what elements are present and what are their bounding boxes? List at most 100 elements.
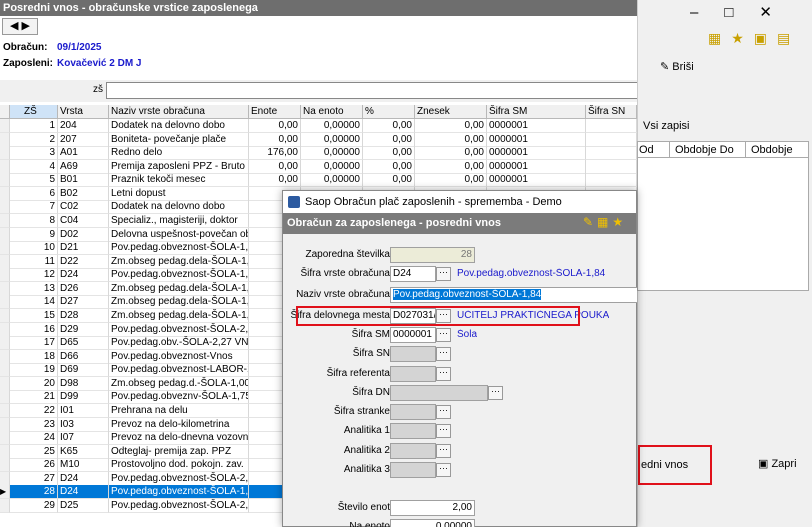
table-cell: D66 xyxy=(58,349,109,364)
field-label: Število enot xyxy=(337,502,390,513)
lookup-button[interactable]: ··· xyxy=(436,309,451,323)
highlight-box xyxy=(296,306,580,326)
lookup-button[interactable]: ··· xyxy=(436,405,451,419)
delete-button[interactable]: ✎ Briši xyxy=(660,61,694,73)
table-cell xyxy=(586,132,637,147)
lookup-button[interactable]: ··· xyxy=(488,386,503,400)
table-cell: M10 xyxy=(58,458,109,473)
table-cell: 8 xyxy=(10,213,58,228)
field-input[interactable]: 2,00 xyxy=(390,500,475,516)
direct-entry-button[interactable]: edni vnos xyxy=(638,445,712,485)
row-indicator xyxy=(0,173,10,188)
field-input[interactable] xyxy=(390,385,488,401)
lookup-button[interactable]: ··· xyxy=(436,367,451,381)
table-cell: 0,00000 xyxy=(301,119,363,133)
field-label: Šifra SM xyxy=(351,329,390,340)
field-label: Šifra stranke xyxy=(333,406,390,417)
toolbar-icons[interactable]: ▦★▣▤ xyxy=(708,30,801,46)
lookup-button[interactable]: ··· xyxy=(436,267,451,281)
table-cell: 0,00 xyxy=(363,173,415,188)
field-input[interactable] xyxy=(390,366,436,382)
table-cell: A01 xyxy=(58,146,109,161)
table-cell: D29 xyxy=(58,322,109,337)
app-icon xyxy=(288,196,300,208)
field-label: Šifra SN xyxy=(352,348,390,359)
row-indicator xyxy=(0,336,10,351)
column-header[interactable]: Naziv vrste obračuna xyxy=(109,105,249,119)
nav-buttons[interactable]: ◀ ▶ xyxy=(2,18,38,35)
table-cell: 0,00 xyxy=(249,159,301,174)
table-cell: Pov.pedag.obveznost-ŠOLA-1,84 xyxy=(109,268,249,283)
table-cell: 12 xyxy=(10,268,58,283)
field-input[interactable] xyxy=(390,423,436,439)
lookup-button[interactable]: ··· xyxy=(436,424,451,438)
lookup-button[interactable]: ··· xyxy=(436,328,451,342)
table-cell: D27 xyxy=(58,295,109,310)
row-indicator xyxy=(0,444,10,459)
table-cell: 0000001 xyxy=(487,146,586,161)
table-cell: 22 xyxy=(10,403,58,418)
column-header[interactable]: Vrsta xyxy=(58,105,109,119)
table-cell: D24 xyxy=(58,268,109,283)
field-description: Pov.pedag.obveznost-ŠOLA-1,84 xyxy=(457,268,606,279)
filter-input[interactable] xyxy=(106,82,646,99)
table-cell: D26 xyxy=(58,281,109,296)
row-indicator xyxy=(0,159,10,174)
field-label: Zaporedna številka xyxy=(305,249,391,260)
table-cell: 0000001 xyxy=(487,119,586,133)
field-input[interactable]: 28 xyxy=(390,247,475,263)
field-input[interactable] xyxy=(390,462,436,478)
table-cell: D24 xyxy=(58,471,109,486)
table-cell: 207 xyxy=(58,132,109,147)
column-header[interactable]: Na enoto xyxy=(301,105,363,119)
table-cell: A69 xyxy=(58,159,109,174)
table-cell: C02 xyxy=(58,200,109,215)
window-controls[interactable]: –□✕ xyxy=(690,4,798,21)
column-header[interactable]: Šifra SM xyxy=(487,105,586,119)
field-input[interactable]: Pov.pedag.obveznost-ŠOLA-1,84 xyxy=(390,287,637,303)
table-cell: 1 xyxy=(10,119,58,133)
column-header[interactable]: Enote xyxy=(249,105,301,119)
table-cell: 0,00 xyxy=(415,132,487,147)
table-cell: D21 xyxy=(58,241,109,256)
table-cell: 26 xyxy=(10,458,58,473)
table-cell: 19 xyxy=(10,363,58,378)
field-input[interactable] xyxy=(390,346,436,362)
table-cell: Zm.obseg pedag.dela-ŠOLA-1,20 xyxy=(109,295,249,310)
lookup-button[interactable]: ··· xyxy=(436,463,451,477)
row-indicator xyxy=(0,363,10,378)
field-input[interactable]: 0000001 xyxy=(390,327,436,343)
dialog-icons[interactable]: ✎▦★ xyxy=(583,215,628,229)
table-cell: 3 xyxy=(10,146,58,161)
table-cell: 13 xyxy=(10,281,58,296)
field-input[interactable] xyxy=(390,404,436,420)
row-indicator xyxy=(0,213,10,228)
field-input[interactable] xyxy=(390,443,436,459)
table-cell: B01 xyxy=(58,173,109,188)
column-header[interactable]: % xyxy=(363,105,415,119)
row-indicator xyxy=(0,132,10,147)
row-indicator xyxy=(0,431,10,446)
tab[interactable]: Vsi zapisi xyxy=(643,120,690,132)
table-cell: 29 xyxy=(10,498,58,513)
field-input[interactable]: D24 xyxy=(390,266,436,282)
row-indicator xyxy=(0,227,10,242)
table-cell: 10 xyxy=(10,241,58,256)
column-header[interactable]: Šifra SN xyxy=(586,105,637,119)
field-input[interactable]: 0,00000 xyxy=(390,519,475,527)
window-title: Posredni vnos - obračunske vrstice zapos… xyxy=(0,0,637,16)
lookup-button[interactable]: ··· xyxy=(436,444,451,458)
close-button[interactable]: ▣ Zapri xyxy=(758,458,797,470)
field-input[interactable]: D027031/4 xyxy=(390,308,436,324)
column-header[interactable]: Znesek xyxy=(415,105,487,119)
row-indicator xyxy=(0,376,10,391)
table-cell: C04 xyxy=(58,213,109,228)
row-indicator xyxy=(0,146,10,161)
table-cell: Pov.pedag.obveznost-LABOR-1,75 xyxy=(109,363,249,378)
row-indicator xyxy=(0,119,10,133)
table-cell: Specializ., magisteriji, doktor xyxy=(109,213,249,228)
column-header[interactable]: ZŠ xyxy=(10,105,58,119)
table-cell xyxy=(586,173,637,188)
lookup-button[interactable]: ··· xyxy=(436,347,451,361)
table-cell: 0,00 xyxy=(415,159,487,174)
